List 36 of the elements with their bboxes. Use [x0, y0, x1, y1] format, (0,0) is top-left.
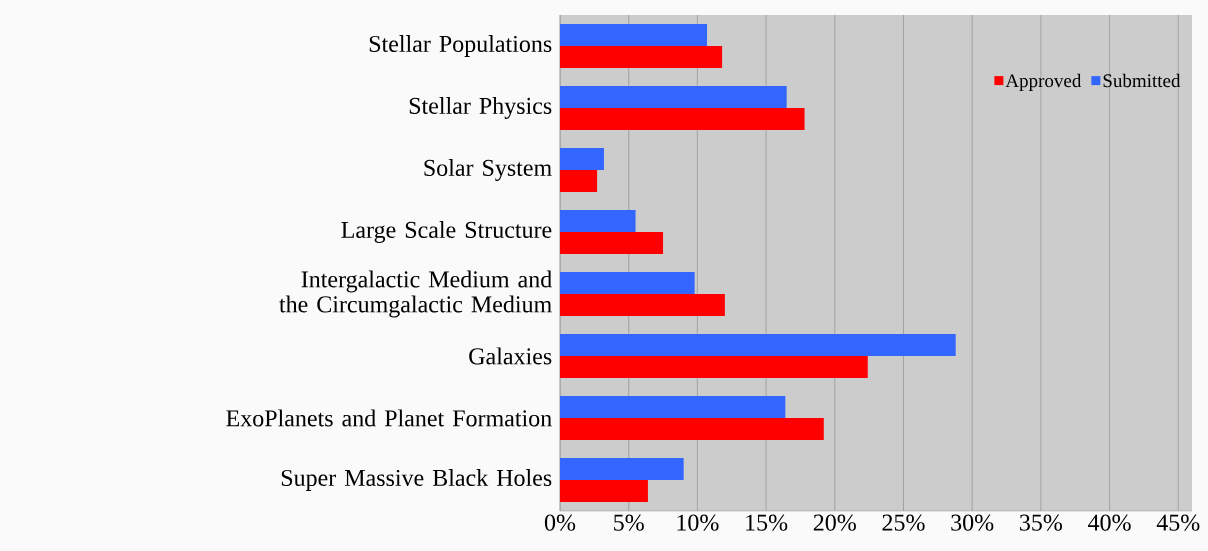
x-tick-label: 5%: [614, 514, 644, 531]
x-tick-label: 25%: [882, 514, 925, 531]
x-tick-label: 0%: [544, 514, 576, 531]
bar: [560, 170, 598, 192]
bar: [560, 210, 636, 232]
bar: [560, 418, 824, 440]
y-tick-label: Super Massive Black Holes: [281, 469, 552, 491]
x-tick-label: 20%: [813, 514, 856, 531]
x-tick-label: 45%: [1156, 514, 1200, 531]
x-tick-label: 30%: [951, 514, 994, 531]
y-tick-label: Intergalactic Medium and the Circumgalactic Medium: [279, 270, 552, 318]
bar: [560, 294, 725, 316]
y-tick-label: Solar System: [424, 159, 552, 181]
bar: [560, 232, 664, 254]
bar: [560, 108, 805, 130]
bar: [560, 24, 707, 46]
y-tick-label: Stellar Populations: [369, 35, 552, 57]
bar: [560, 356, 868, 378]
bar: [560, 457, 684, 480]
y-tick-label: Large Scale Structure: [341, 221, 552, 243]
bar: [560, 395, 786, 418]
bar: [560, 148, 604, 170]
bar: [560, 86, 787, 108]
x-tick-label: 40%: [1088, 514, 1131, 531]
bar: [560, 479, 648, 502]
legend-label: Submitted: [1103, 73, 1181, 88]
x-tick-label: 15%: [746, 514, 788, 531]
y-tick-label: Galaxies: [469, 347, 552, 365]
y-tick-label: ExoPlanets and Planet Formation: [226, 409, 552, 427]
y-tick-label: Stellar Physics: [409, 97, 552, 119]
x-tick-label: 35%: [1020, 514, 1063, 531]
bar: [560, 46, 723, 68]
x-tick-label: 10%: [677, 514, 719, 531]
legend-label: Approved: [1005, 73, 1082, 91]
bar: [560, 272, 695, 294]
bar: [560, 334, 956, 356]
